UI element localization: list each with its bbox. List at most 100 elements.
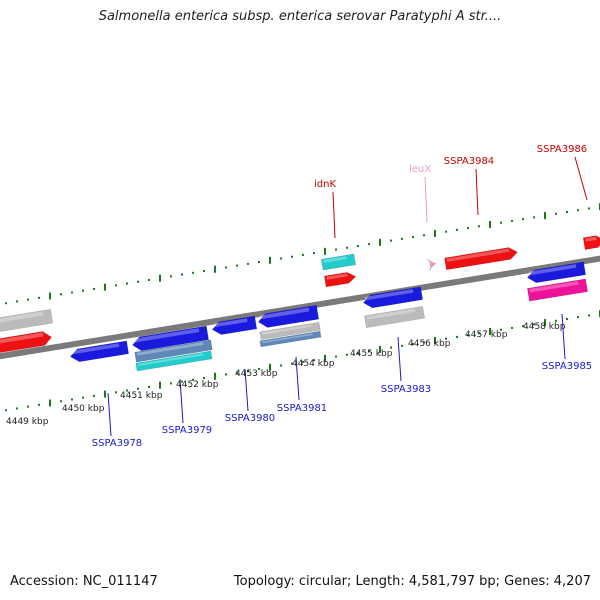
upper-ruler-tick bbox=[104, 283, 106, 291]
lower-ruler-tick bbox=[555, 319, 557, 322]
upper-ruler-tick bbox=[489, 221, 491, 229]
reverse-gene-label: SSPA3980 bbox=[225, 413, 275, 424]
gene-labels: idnK leuX SSPA3984 SSPA3986 SSPA3978 SSPA3979… bbox=[92, 144, 592, 449]
feature-rna-leux[interactable] bbox=[426, 259, 437, 271]
lower-ruler-tick bbox=[500, 328, 502, 331]
lower-ruler-tick bbox=[456, 335, 458, 338]
lower-ruler-tick bbox=[313, 359, 315, 362]
feature-cyan-sspa3979[interactable] bbox=[135, 350, 213, 372]
lower-ruler-tick bbox=[170, 382, 172, 385]
lower-ruler-tick bbox=[148, 385, 150, 388]
upper-ruler-tick bbox=[555, 212, 557, 215]
upper-ruler-tick bbox=[38, 296, 40, 299]
lower-ruler-tick bbox=[159, 381, 161, 389]
upper-ruler-tick bbox=[214, 265, 216, 273]
lower-ruler-tick bbox=[588, 314, 590, 317]
upper-ruler-tick bbox=[170, 275, 172, 278]
lower-ruler-tick bbox=[401, 344, 403, 347]
feature-reverse-cds-sspa3980[interactable] bbox=[211, 315, 258, 336]
feature-steel-sspa3979[interactable] bbox=[134, 339, 213, 363]
label-leader-line bbox=[295, 356, 300, 401]
upper-ruler-tick bbox=[511, 219, 513, 222]
ruler-tick-label: 4456 kbp bbox=[408, 339, 451, 349]
feature-forward-cds-idnk[interactable] bbox=[324, 271, 357, 288]
upper-ruler-tick bbox=[82, 289, 84, 292]
lower-ruler-tick bbox=[445, 337, 447, 340]
lower-ruler-tick bbox=[511, 326, 513, 329]
label-leader-line bbox=[574, 156, 588, 201]
feature-reverse-cds-sspa3983[interactable] bbox=[362, 286, 423, 309]
feature-magenta-sspa3985[interactable] bbox=[527, 278, 588, 302]
ruler-tick-label: 4450 kbp bbox=[62, 404, 105, 414]
feature-cyan-idnk-region[interactable] bbox=[321, 253, 356, 271]
label-leader-line bbox=[561, 313, 566, 360]
upper-ruler-tick bbox=[423, 234, 425, 237]
feature-gray-sspa3983[interactable] bbox=[364, 306, 425, 328]
lower-ruler-tick bbox=[5, 409, 7, 412]
upper-ruler-tick bbox=[368, 243, 370, 246]
accession-text: Accession: NC_011147 bbox=[10, 574, 158, 589]
genome-summary-text: Topology: circular; Length: 4,581,797 bp… bbox=[233, 574, 591, 589]
forward-gene-label: idnK bbox=[314, 179, 336, 190]
gene-features[interactable] bbox=[0, 234, 600, 372]
upper-ruler-tick bbox=[445, 230, 447, 233]
feature-forward-cds-sspa3984[interactable] bbox=[444, 246, 519, 271]
feature-steel-sspa3981[interactable] bbox=[259, 330, 322, 348]
label-leader-line bbox=[332, 191, 336, 239]
reverse-gene-label: SSPA3979 bbox=[162, 425, 212, 436]
upper-ruler-tick bbox=[533, 216, 535, 219]
label-leader-line bbox=[244, 368, 249, 412]
upper-ruler-tick bbox=[313, 252, 315, 255]
lower-ruler-tick bbox=[390, 346, 392, 349]
upper-ruler-tick bbox=[280, 257, 282, 260]
upper-ruler-tick bbox=[379, 238, 381, 246]
feature-forward-cds-sspa3986[interactable] bbox=[582, 234, 600, 250]
upper-ruler-tick bbox=[269, 256, 271, 264]
lower-ruler-tick bbox=[203, 377, 205, 380]
feature-gray-forward-left[interactable] bbox=[0, 308, 54, 334]
upper-ruler-tick bbox=[401, 237, 403, 240]
reverse-gene-label: SSPA3981 bbox=[277, 403, 327, 414]
upper-ruler-tick bbox=[577, 209, 579, 212]
lower-ruler-tick bbox=[192, 378, 194, 381]
reverse-gene-label: SSPA3983 bbox=[381, 384, 431, 395]
upper-ruler-tick bbox=[434, 229, 436, 237]
upper-ruler-tick bbox=[467, 227, 469, 230]
lower-ruler-tick bbox=[126, 389, 128, 392]
lower-ruler-tick bbox=[49, 399, 51, 407]
lower-ruler-tick bbox=[335, 355, 337, 358]
label-leader-line bbox=[475, 168, 479, 216]
lower-ruler-tick bbox=[533, 323, 535, 326]
ruler-tick-label: 4449 kbp bbox=[6, 417, 49, 427]
ruler-labels: 4449 kbp 4450 kbp 4451 kbp 4452 kbp 4453 kbp… bbox=[6, 322, 566, 427]
upper-ruler-tick bbox=[500, 221, 502, 224]
lower-ruler-tick bbox=[357, 351, 359, 354]
upper-ruler-tick bbox=[159, 274, 161, 282]
feature-reverse-cds-sspa3985[interactable] bbox=[526, 261, 586, 284]
lower-ruler-tick bbox=[434, 336, 436, 344]
upper-ruler-tick bbox=[71, 291, 73, 294]
feature-reverse-cds-sspa3979[interactable] bbox=[131, 325, 209, 352]
feature-reverse-cds-sspa3978[interactable] bbox=[69, 340, 129, 363]
lower-ruler-tick bbox=[27, 405, 29, 408]
ruler-tick-label: 4452 kbp bbox=[176, 380, 219, 390]
lower-ruler-tick bbox=[93, 394, 95, 397]
upper-ruler-tick bbox=[566, 210, 568, 213]
lower-ruler-tick bbox=[379, 345, 381, 353]
upper-ruler-tick bbox=[93, 287, 95, 290]
upper-ruler-tick bbox=[225, 266, 227, 269]
ruler-tick-label: 4458 kbp bbox=[523, 322, 566, 332]
lower-ruler-tick bbox=[522, 325, 524, 328]
upper-ruler-tick bbox=[126, 282, 128, 285]
lower-ruler-tick bbox=[258, 368, 260, 371]
reverse-gene-label: SSPA3978 bbox=[92, 438, 142, 449]
feature-reverse-cds-sspa3981[interactable] bbox=[257, 304, 320, 328]
upper-ruler-tick bbox=[137, 280, 139, 283]
forward-gene-label: SSPA3986 bbox=[537, 144, 587, 155]
label-leader-line bbox=[107, 392, 112, 437]
feature-gray-sspa3981[interactable] bbox=[259, 321, 321, 341]
feature-forward-cds-left[interactable] bbox=[0, 330, 53, 355]
upper-ruler-tick bbox=[60, 293, 62, 296]
ruler-tick-label: 4454 kbp bbox=[292, 359, 335, 369]
